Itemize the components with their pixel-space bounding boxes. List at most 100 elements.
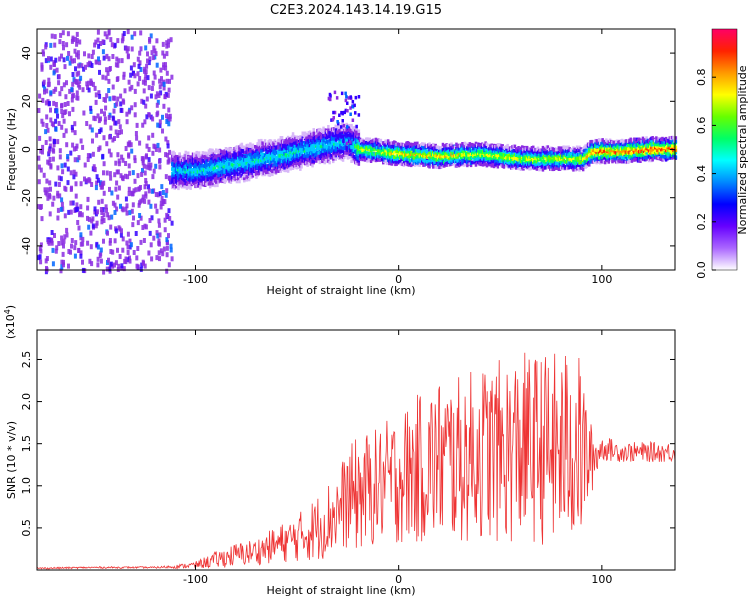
ridge-cell <box>180 161 184 165</box>
noise-cell <box>148 218 152 223</box>
ridge-cell <box>185 152 189 157</box>
ridge-cell <box>307 162 311 166</box>
noise-cell <box>126 250 130 255</box>
noise-cell <box>69 55 73 61</box>
ridge-cell <box>362 143 365 148</box>
ridge-cell <box>333 139 336 144</box>
noise-cell <box>163 94 167 100</box>
ridge-cell <box>550 161 553 165</box>
ridge-cell <box>627 155 630 160</box>
ridge-cell <box>322 134 325 139</box>
noise-cell <box>158 84 162 90</box>
ridge-cell <box>407 141 411 146</box>
ridge-cell <box>513 144 517 149</box>
noise-cell <box>60 86 64 92</box>
noise-cell <box>94 59 98 65</box>
ridge-cell <box>607 140 610 144</box>
noise-cell <box>167 175 171 181</box>
noise-cell <box>127 163 131 169</box>
ridge-cell <box>435 160 439 164</box>
noise-cell <box>136 246 140 251</box>
ridge-cell <box>536 164 540 168</box>
ridge-cell <box>332 159 335 164</box>
ridge-cell <box>272 156 275 160</box>
noise-cell <box>82 66 86 72</box>
ridge-cell <box>581 167 585 172</box>
noise-cell <box>67 249 71 254</box>
noise-cell <box>130 46 134 52</box>
noise-cell <box>105 141 109 147</box>
ridge-cell <box>364 137 368 141</box>
noise-cell <box>164 62 167 68</box>
noise-cell <box>159 200 163 206</box>
noise-cell <box>143 184 147 190</box>
ridge-cell <box>503 153 507 158</box>
ridge-cell <box>371 143 374 147</box>
ridge-cell <box>544 152 547 157</box>
ridge-cell <box>479 153 482 158</box>
ridge-cell <box>185 156 189 160</box>
noise-cell <box>102 238 105 244</box>
noise-cell <box>63 234 67 240</box>
ridge-cell <box>180 155 184 159</box>
noise-cell <box>121 207 125 213</box>
ridge-cell <box>345 138 348 143</box>
ridge-cell <box>416 141 419 146</box>
ridge-cell <box>255 175 258 179</box>
ridge-cell <box>208 182 212 186</box>
ridge-cell <box>208 170 212 174</box>
noise-cell <box>101 207 105 213</box>
noise-cell <box>91 81 95 87</box>
ridge-cell <box>195 150 198 155</box>
ridge-cell <box>282 165 285 169</box>
noise-cell <box>126 53 130 59</box>
ridge-cell <box>450 142 453 146</box>
ridge-cell <box>402 147 406 151</box>
ridge-cell <box>179 183 183 188</box>
ridge-cell <box>224 174 228 179</box>
noise-cell <box>115 56 119 62</box>
noise-cell <box>114 129 118 135</box>
ridge-cell <box>614 156 618 161</box>
ridge-cell <box>601 143 604 148</box>
noise-cell <box>72 93 76 99</box>
ridge-cell <box>352 134 356 139</box>
ridge-cell <box>227 172 230 176</box>
noise-cell <box>124 173 127 179</box>
ridge-cell <box>269 171 273 176</box>
ridge-cell <box>229 180 233 184</box>
noise-cell <box>50 237 54 243</box>
noise-cell <box>91 151 95 157</box>
ridge-cell <box>377 157 380 161</box>
ridge-cell <box>243 176 246 181</box>
ridge-cell <box>453 164 457 168</box>
ridge-cell <box>321 159 324 164</box>
noise-cell <box>162 246 166 252</box>
noise-cell <box>151 174 155 180</box>
ridge-cell <box>385 161 389 165</box>
ridge-cell <box>218 177 222 181</box>
ridge-cell <box>499 155 502 160</box>
noise-cell <box>103 119 107 125</box>
ridge-cell <box>613 150 617 154</box>
ridge-cell <box>524 149 528 153</box>
noise-cell <box>164 65 168 71</box>
noise-cell <box>122 31 126 36</box>
ridge-cell <box>301 158 304 163</box>
noise-cell <box>63 64 67 70</box>
ridge-cell <box>440 146 443 150</box>
ridge-cell <box>283 161 286 165</box>
noise-cell <box>65 80 68 86</box>
ridge-cell <box>435 158 439 162</box>
ridge-cell <box>390 154 393 159</box>
ridge-cell <box>467 147 470 151</box>
noise-cell <box>128 238 132 244</box>
ridge-cell <box>247 162 251 166</box>
noise-cell <box>122 266 126 272</box>
ridge-cell <box>416 144 419 149</box>
ridge-cell <box>205 162 208 166</box>
noise-cell <box>89 105 93 111</box>
ridge-cell <box>244 172 247 177</box>
ridge-cell <box>492 147 496 151</box>
ridge-cell <box>461 146 464 151</box>
